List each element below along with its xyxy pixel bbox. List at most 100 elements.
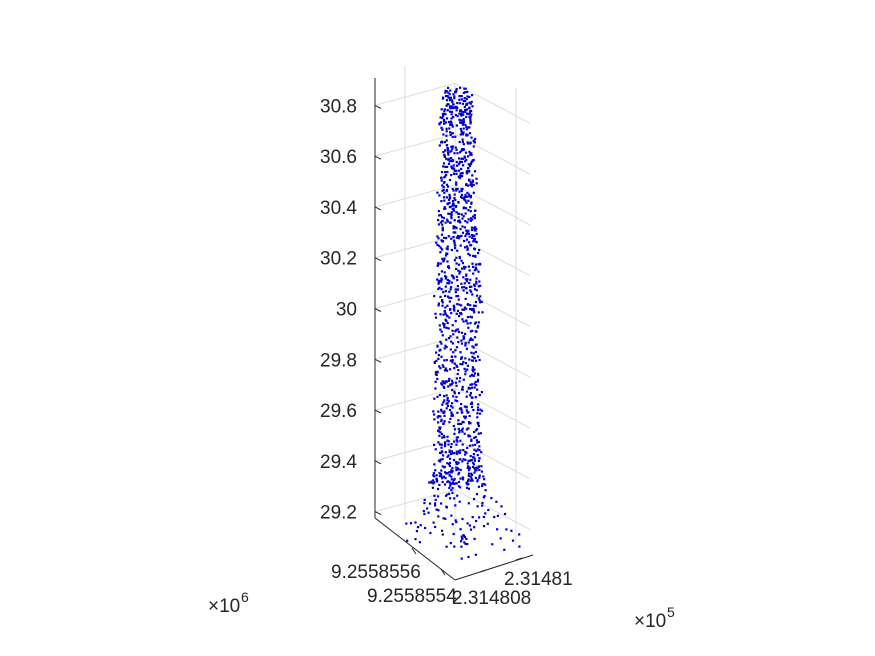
data-point — [465, 134, 468, 137]
data-point — [460, 189, 463, 193]
data-point — [475, 182, 478, 185]
data-point — [440, 299, 444, 302]
data-point — [432, 474, 435, 477]
data-point — [479, 263, 482, 266]
data-point — [474, 553, 477, 556]
data-point — [471, 444, 474, 447]
data-point — [471, 215, 475, 218]
data-point — [446, 144, 449, 147]
data-point — [468, 164, 471, 168]
data-point — [460, 342, 463, 345]
data-point — [437, 219, 440, 222]
data-point — [468, 241, 471, 244]
data-point — [469, 422, 472, 425]
data-point — [447, 96, 450, 99]
data-point — [467, 232, 471, 235]
data-point — [440, 355, 443, 358]
data-point — [458, 303, 461, 306]
data-point — [477, 270, 480, 273]
data-point — [442, 422, 445, 425]
data-point — [438, 144, 441, 147]
data-point — [445, 380, 448, 383]
data-point — [431, 486, 434, 489]
data-point — [472, 183, 475, 186]
data-point — [450, 452, 453, 456]
data-point — [471, 516, 474, 519]
data-point — [450, 274, 453, 277]
data-point — [449, 348, 452, 351]
data-point — [470, 182, 473, 185]
data-point — [446, 95, 449, 98]
data-point — [445, 183, 449, 186]
data-point — [464, 341, 467, 344]
data-point — [439, 116, 442, 119]
data-point — [477, 459, 480, 463]
data-point — [453, 362, 456, 365]
data-point — [470, 100, 473, 103]
data-point — [448, 201, 451, 205]
data-point — [477, 374, 480, 377]
data-point — [450, 471, 453, 474]
data-point — [462, 207, 465, 210]
data-point — [448, 486, 451, 489]
data-point — [446, 493, 449, 496]
data-point — [473, 457, 476, 460]
data-point — [450, 379, 454, 382]
data-point — [434, 312, 437, 315]
data-point — [467, 472, 471, 475]
data-point — [467, 427, 470, 430]
data-point — [424, 526, 427, 530]
data-point — [473, 269, 476, 272]
data-point — [462, 91, 465, 94]
data-point — [465, 405, 468, 408]
data-point — [439, 246, 442, 249]
data-point — [468, 153, 472, 156]
data-point — [460, 130, 463, 133]
data-point — [464, 110, 467, 113]
data-point — [474, 137, 477, 141]
data-point — [433, 502, 437, 505]
data-point — [466, 248, 469, 251]
data-point — [447, 212, 450, 215]
data-point — [478, 474, 481, 477]
data-point — [454, 288, 457, 291]
data-point — [456, 303, 459, 306]
data-point — [446, 439, 449, 442]
data-point — [457, 392, 461, 395]
data-point — [446, 304, 449, 307]
data-point — [467, 326, 470, 329]
data-point — [474, 321, 477, 324]
data-point — [458, 219, 461, 222]
data-point — [443, 155, 446, 158]
data-point — [454, 399, 457, 402]
data-point — [470, 373, 474, 377]
data-point — [444, 294, 447, 297]
data-point — [457, 237, 461, 240]
data-point — [448, 178, 452, 182]
data-point — [450, 296, 453, 299]
y-tick-label-1: 9.2558556 — [331, 562, 421, 583]
data-point — [438, 122, 441, 125]
data-point — [430, 480, 433, 483]
data-point — [462, 121, 465, 124]
data-point — [469, 217, 473, 220]
data-point — [445, 252, 448, 255]
data-point — [471, 366, 475, 369]
data-point — [505, 528, 508, 531]
data-point — [472, 145, 475, 148]
data-point — [465, 159, 468, 162]
data-point — [469, 337, 473, 340]
data-point — [452, 395, 455, 398]
data-point — [438, 426, 441, 429]
data-point — [434, 371, 437, 374]
data-point — [475, 241, 478, 244]
data-point — [461, 102, 464, 105]
data-point — [468, 179, 471, 182]
data-point — [441, 116, 444, 120]
data-point — [433, 397, 436, 400]
data-point — [464, 109, 467, 112]
z-tick-mark-8 — [374, 104, 382, 109]
data-point — [436, 416, 439, 419]
data-point — [459, 244, 462, 247]
data-point — [437, 302, 440, 305]
